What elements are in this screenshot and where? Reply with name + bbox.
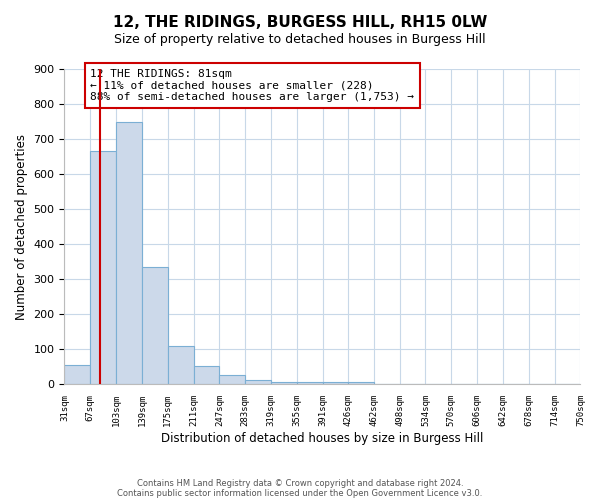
Bar — [194, 366, 220, 384]
Bar — [64, 365, 90, 384]
Text: Contains public sector information licensed under the Open Government Licence v3: Contains public sector information licen… — [118, 488, 482, 498]
Bar — [323, 382, 348, 384]
Bar — [90, 152, 116, 384]
Bar — [220, 375, 245, 384]
Bar — [271, 382, 297, 384]
Y-axis label: Number of detached properties: Number of detached properties — [15, 134, 28, 320]
Bar — [116, 122, 142, 384]
Text: Contains HM Land Registry data © Crown copyright and database right 2024.: Contains HM Land Registry data © Crown c… — [137, 478, 463, 488]
Bar — [297, 382, 323, 384]
Bar — [348, 382, 374, 384]
Bar — [245, 380, 271, 384]
X-axis label: Distribution of detached houses by size in Burgess Hill: Distribution of detached houses by size … — [161, 432, 484, 445]
Bar — [168, 346, 194, 385]
Bar — [142, 267, 168, 384]
Text: 12 THE RIDINGS: 81sqm
← 11% of detached houses are smaller (228)
88% of semi-det: 12 THE RIDINGS: 81sqm ← 11% of detached … — [90, 69, 414, 102]
Text: Size of property relative to detached houses in Burgess Hill: Size of property relative to detached ho… — [114, 32, 486, 46]
Text: 12, THE RIDINGS, BURGESS HILL, RH15 0LW: 12, THE RIDINGS, BURGESS HILL, RH15 0LW — [113, 15, 487, 30]
